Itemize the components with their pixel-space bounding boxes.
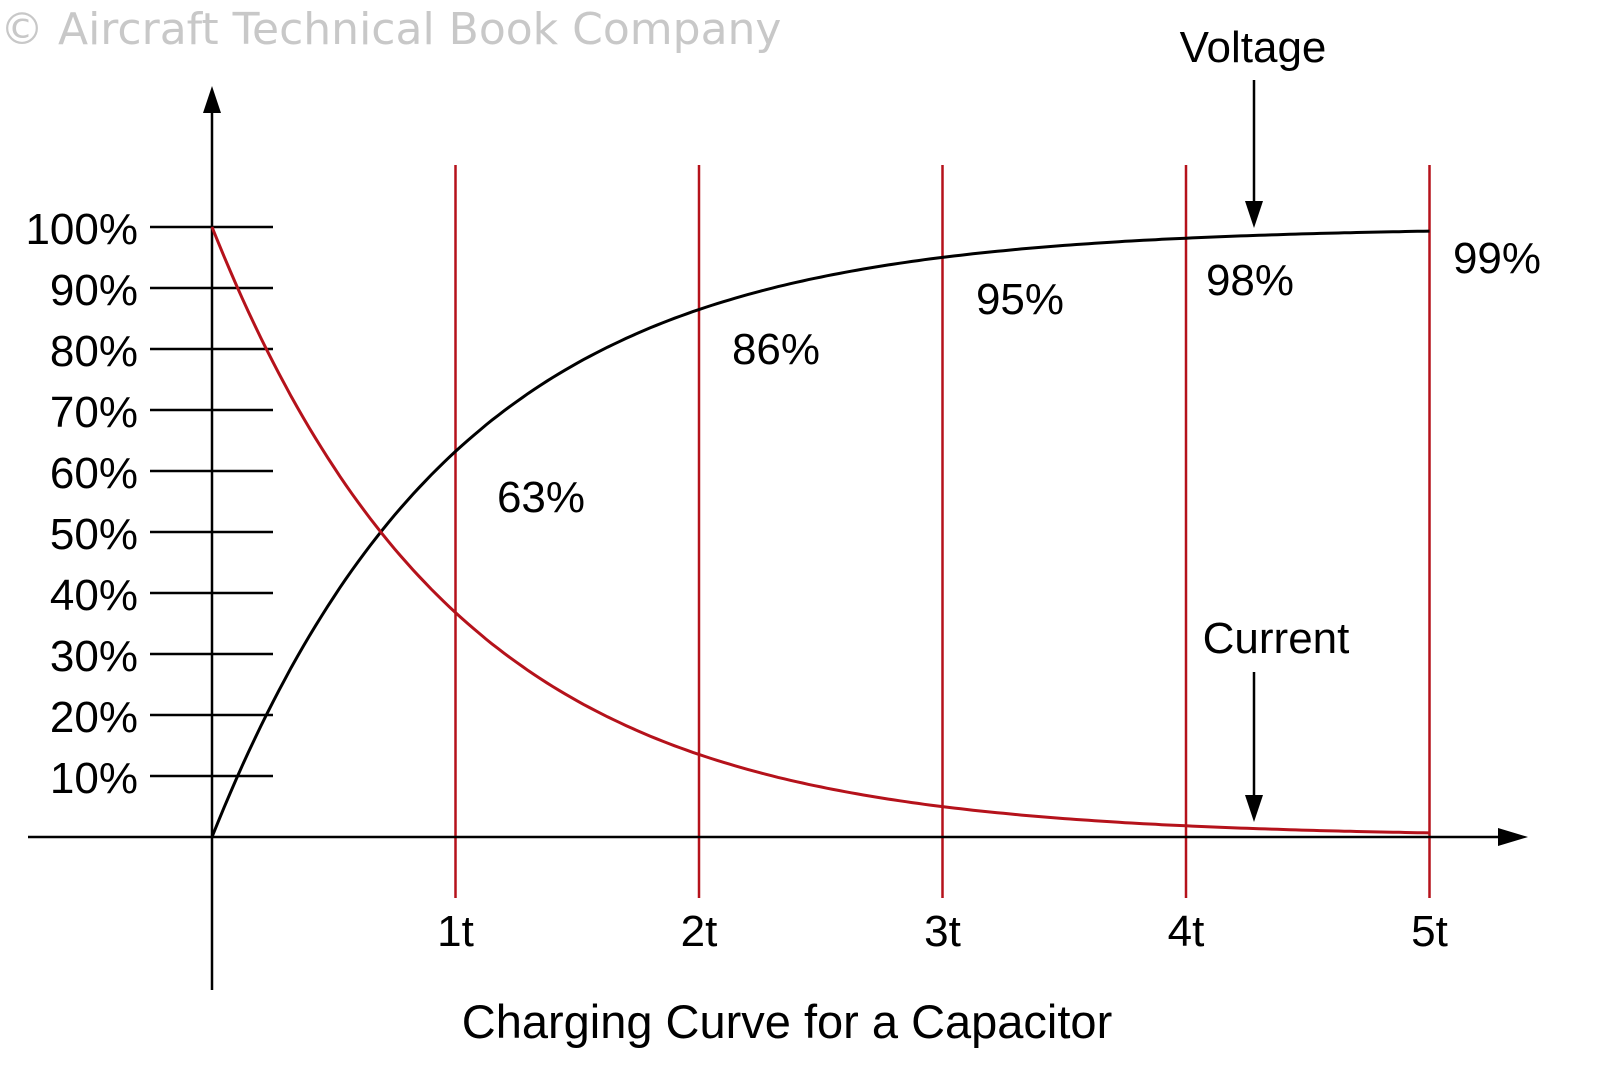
- y-tick-label: 90%: [50, 266, 138, 315]
- voltage-data-label: 99%: [1453, 234, 1541, 283]
- chart-title: Charging Curve for a Capacitor: [462, 995, 1112, 1048]
- x-tick-label: 2t: [681, 907, 718, 956]
- series-callouts: Voltage Current: [1180, 23, 1350, 822]
- y-tick-label: 40%: [50, 571, 138, 620]
- y-tick-label: 100%: [25, 205, 138, 254]
- x-tick-label: 5t: [1411, 907, 1448, 956]
- x-tick-label: 3t: [924, 907, 961, 956]
- voltage-data-label: 95%: [976, 275, 1064, 324]
- y-tick-label: 50%: [50, 510, 138, 559]
- x-tick-label: 1t: [437, 907, 474, 956]
- current-series-label: Current: [1203, 614, 1350, 663]
- y-axis-arrowhead: [203, 86, 221, 113]
- current-curve: [210, 226, 1430, 835]
- axes: [28, 86, 1528, 990]
- curves: [210, 226, 1430, 838]
- labels: 100% 90% 80% 70% 60% 50% 40% 30% 20% 10% 1t 2t 3t 4t 5…: [25, 205, 1541, 956]
- voltage-data-label: 98%: [1206, 256, 1294, 305]
- y-tick-label: 20%: [50, 693, 138, 742]
- voltage-data-label: 63%: [497, 473, 585, 522]
- voltage-curve: [210, 229, 1430, 838]
- time-constant-gridlines: [454, 165, 1431, 898]
- voltage-series-label: Voltage: [1180, 23, 1327, 72]
- y-tick-label: 60%: [50, 449, 138, 498]
- voltage-data-label: 86%: [732, 325, 820, 374]
- x-axis-arrowhead: [1498, 828, 1528, 846]
- y-tick-label: 10%: [50, 754, 138, 803]
- y-tick-label: 80%: [50, 327, 138, 376]
- x-tick-label: 4t: [1168, 907, 1205, 956]
- current-arrowhead: [1245, 795, 1263, 822]
- y-tick-label: 30%: [50, 632, 138, 681]
- y-tick-label: 70%: [50, 388, 138, 437]
- watermark-text: © Aircraft Technical Book Company: [0, 4, 781, 55]
- voltage-arrowhead: [1245, 201, 1263, 228]
